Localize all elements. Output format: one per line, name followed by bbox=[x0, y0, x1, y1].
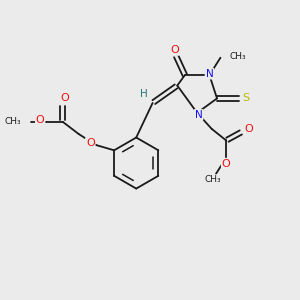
Text: O: O bbox=[244, 124, 253, 134]
Text: N: N bbox=[195, 110, 203, 120]
Text: O: O bbox=[61, 93, 70, 103]
Text: CH₃: CH₃ bbox=[205, 175, 221, 184]
Text: N: N bbox=[206, 69, 213, 79]
Text: CH₃: CH₃ bbox=[230, 52, 246, 61]
Text: O: O bbox=[86, 138, 95, 148]
Text: S: S bbox=[242, 93, 250, 103]
Text: O: O bbox=[170, 45, 179, 55]
Text: CH₃: CH₃ bbox=[5, 117, 22, 126]
Text: O: O bbox=[36, 116, 44, 125]
Text: H: H bbox=[140, 89, 148, 99]
Text: O: O bbox=[222, 159, 230, 169]
